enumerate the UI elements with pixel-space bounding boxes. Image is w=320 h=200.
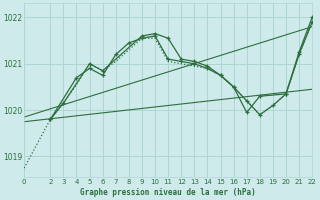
X-axis label: Graphe pression niveau de la mer (hPa): Graphe pression niveau de la mer (hPa) (80, 188, 256, 197)
